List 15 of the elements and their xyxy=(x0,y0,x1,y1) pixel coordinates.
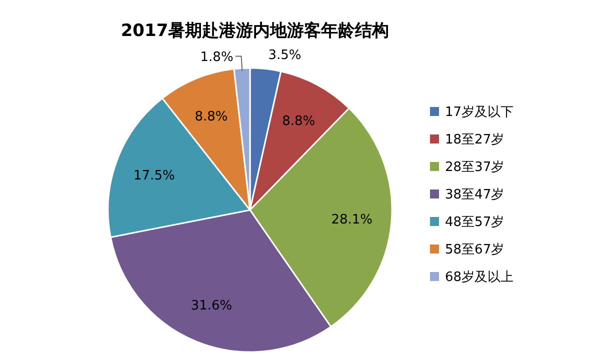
legend-label: 17岁及以下 xyxy=(445,105,514,120)
data-label: 8.8% xyxy=(194,109,228,124)
legend-label: 38至47岁 xyxy=(445,188,504,202)
legend-label: 28至37岁 xyxy=(445,160,504,175)
legend-label: 58至67岁 xyxy=(445,242,504,258)
chart-title: 2017暑期赴港游内地游客年龄结构 xyxy=(120,21,390,41)
data-label: 31.6% xyxy=(190,298,232,314)
legend-label: 18至27岁 xyxy=(445,132,504,148)
data-label: 8.8% xyxy=(282,114,316,130)
legend-label: 68岁及以上 xyxy=(445,270,514,285)
legend-label: 48至57岁 xyxy=(445,215,504,230)
data-label: 28.1% xyxy=(331,212,373,228)
data-label: 1.8% xyxy=(200,50,234,66)
data-label: 3.5% xyxy=(268,48,302,63)
data-label: 17.5% xyxy=(134,168,175,184)
